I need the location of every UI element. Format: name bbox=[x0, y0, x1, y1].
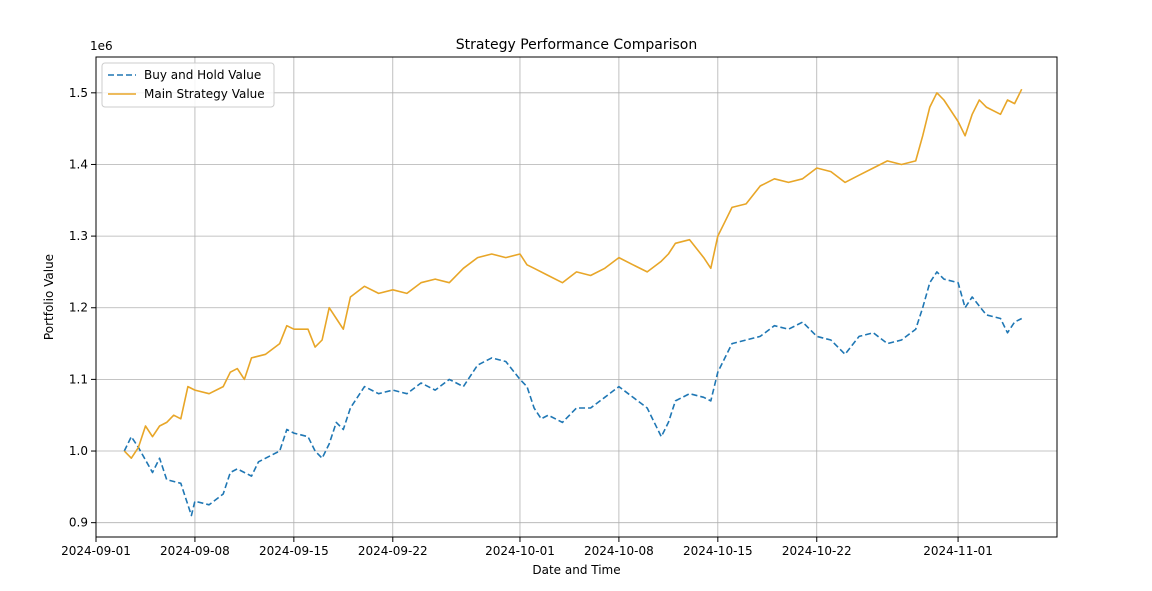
grid bbox=[95, 57, 1057, 537]
x-tick-label: 2024-09-01 bbox=[61, 544, 131, 558]
y-tick-label: 1.1 bbox=[69, 372, 88, 386]
y-axis-label: Portfolio Value bbox=[42, 254, 56, 340]
x-tick-label: 2024-10-01 bbox=[485, 544, 555, 558]
x-tick-label: 2024-10-08 bbox=[584, 544, 654, 558]
x-tick-label: 2024-10-22 bbox=[782, 544, 852, 558]
legend: Buy and Hold Value Main Strategy Value bbox=[101, 62, 275, 108]
legend-label: Buy and Hold Value bbox=[144, 68, 261, 82]
y-tick-label: 0.9 bbox=[69, 516, 88, 530]
legend-box bbox=[101, 62, 275, 108]
x-tick-label: 2024-09-22 bbox=[358, 544, 428, 558]
x-tick-label: 2024-10-15 bbox=[683, 544, 753, 558]
y-tick-label: 1.4 bbox=[69, 157, 88, 171]
x-tick-label: 2024-09-15 bbox=[259, 544, 329, 558]
series-layer bbox=[123, 88, 1023, 517]
y-tick-label: 1.0 bbox=[69, 444, 88, 458]
chart-title: Strategy Performance Comparison bbox=[456, 37, 697, 53]
series-line-main-strategy-value bbox=[123, 88, 1023, 459]
x-tick-label: 2024-11-01 bbox=[923, 544, 993, 558]
y-tick-label: 1.2 bbox=[69, 301, 88, 315]
y-tick-label: 1.5 bbox=[69, 86, 88, 100]
y-multiplier-label: 1e6 bbox=[90, 39, 113, 53]
plot-frame bbox=[95, 56, 1058, 538]
x-tick-label: 2024-09-08 bbox=[160, 544, 230, 558]
legend-label: Main Strategy Value bbox=[144, 87, 265, 101]
x-axis-label: Date and Time bbox=[532, 563, 620, 577]
x-axis: 2024-09-01 2024-09-08 2024-09-15 2024-09-22… bbox=[61, 537, 993, 558]
series-line-buy-and-hold-value bbox=[123, 271, 1023, 517]
y-axis: 0.9 1.0 1.1 1.2 1.3 1.4 1.5 bbox=[69, 86, 96, 530]
y-tick-label: 1.3 bbox=[69, 229, 88, 243]
